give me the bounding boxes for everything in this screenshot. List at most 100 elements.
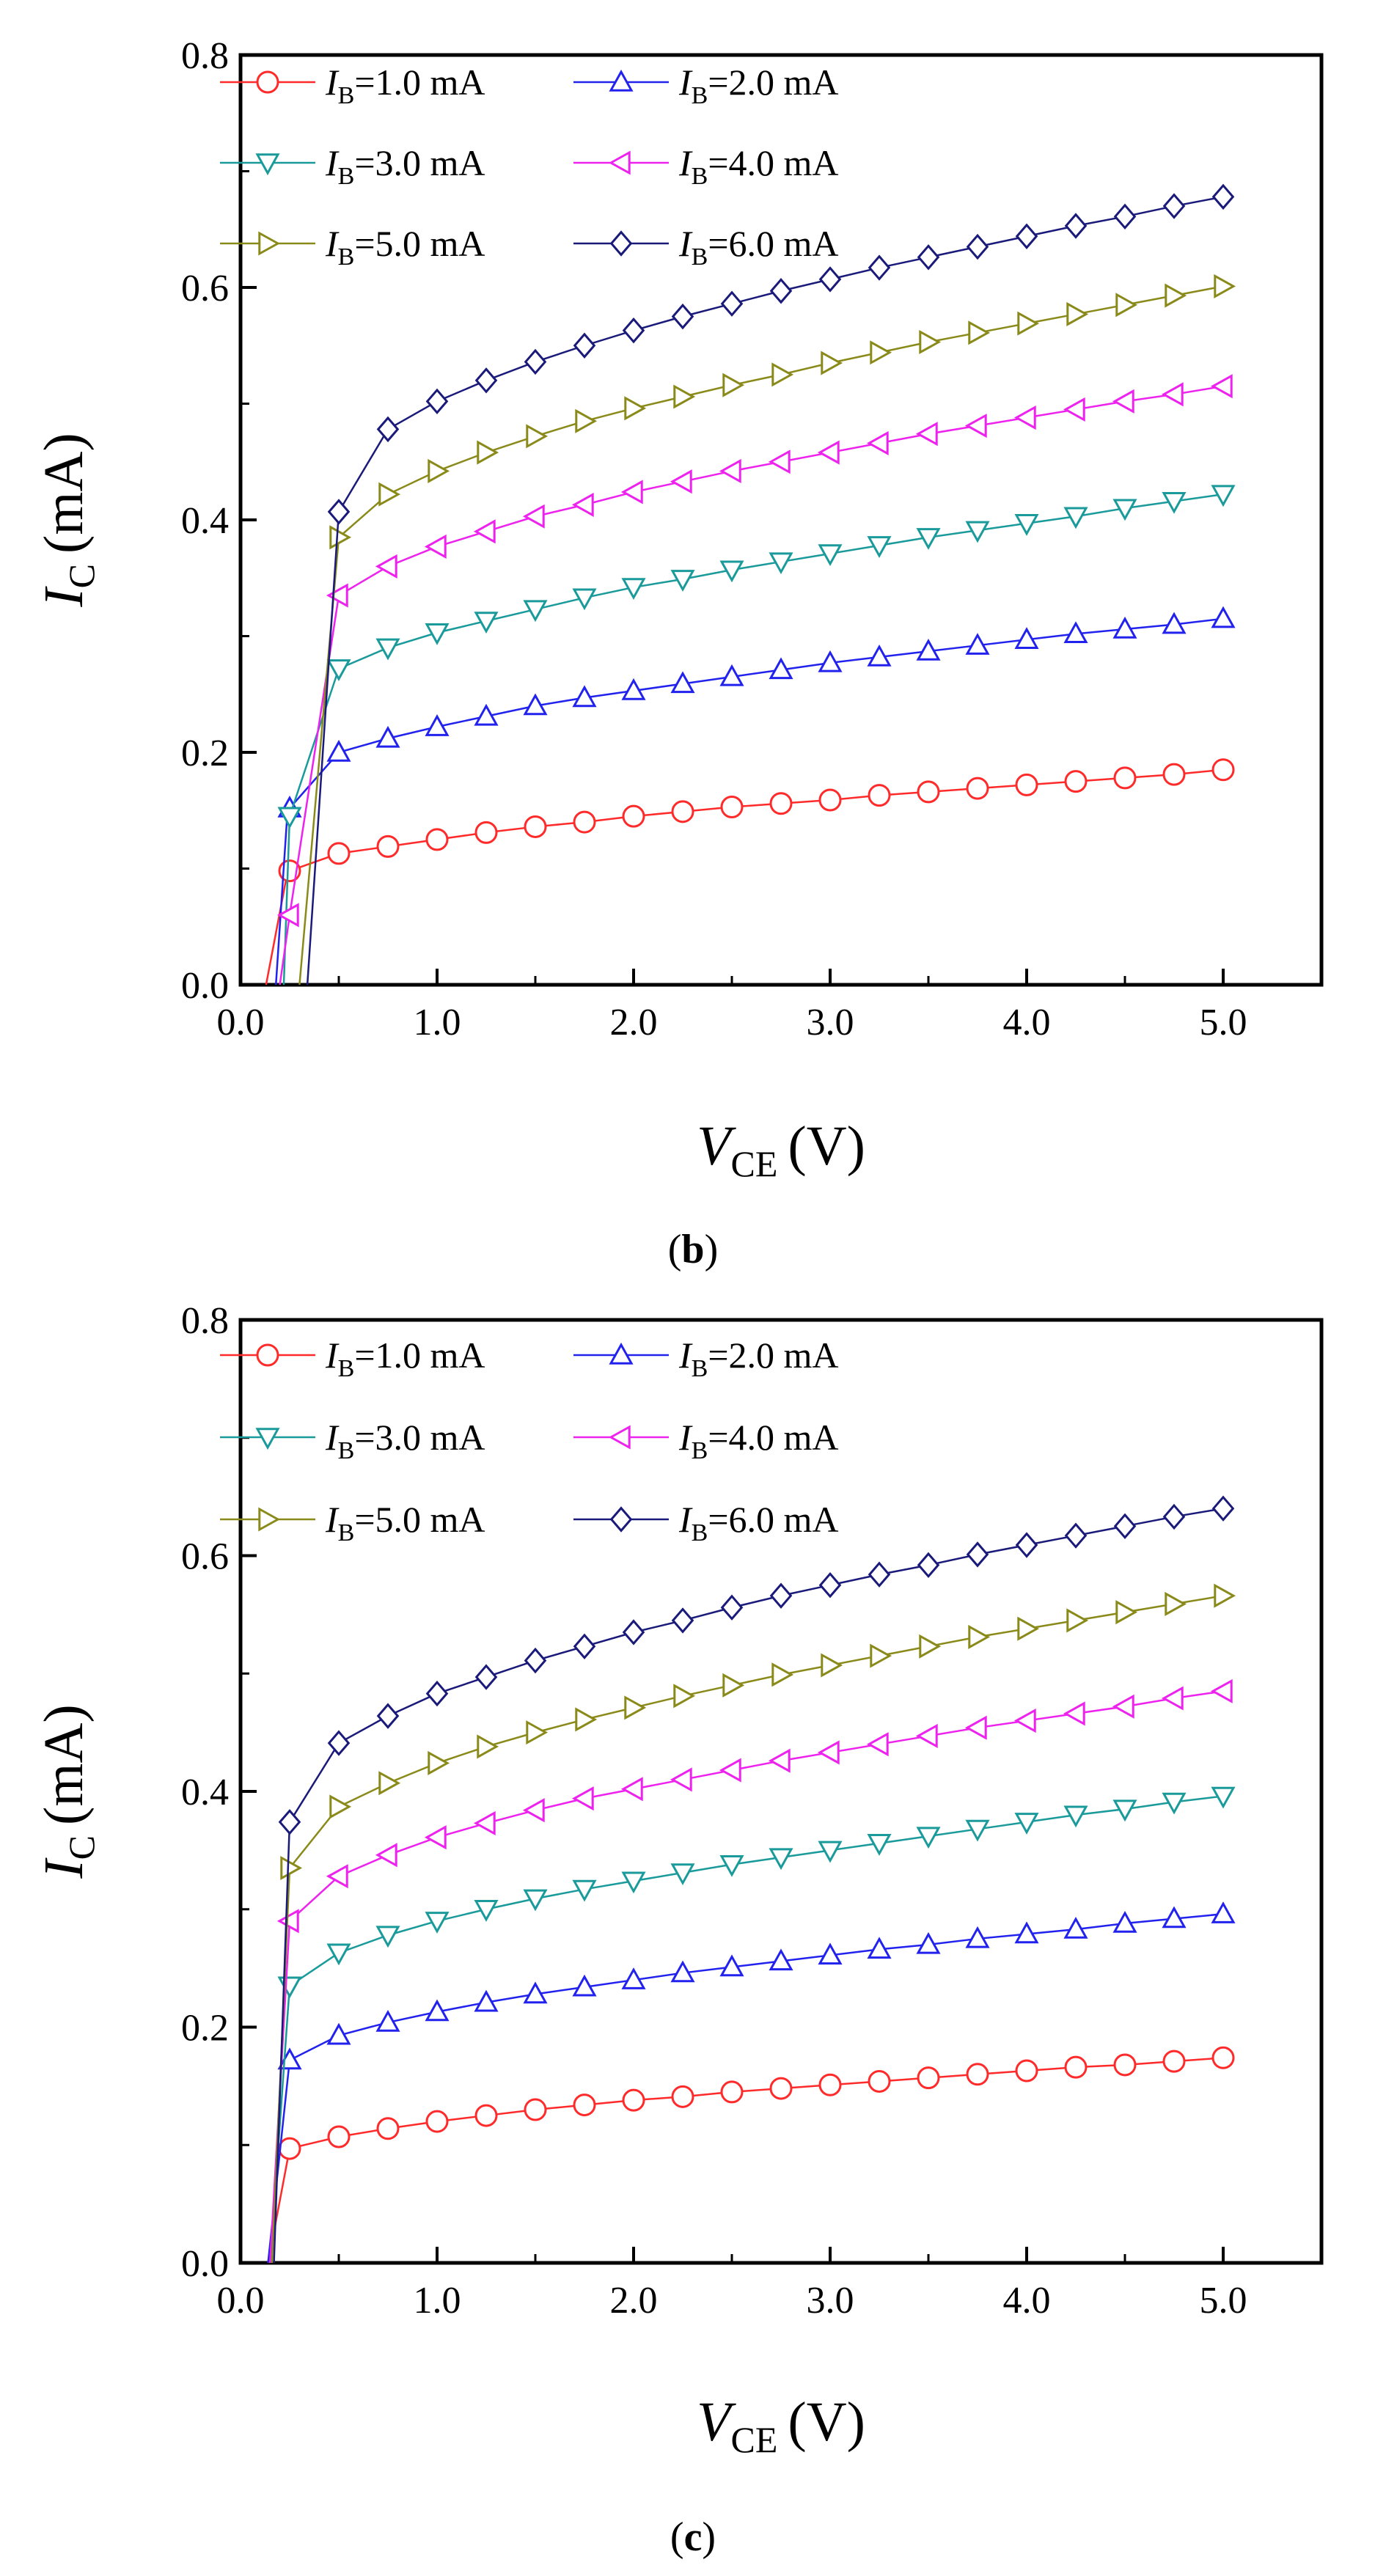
legend-marker	[256, 70, 279, 94]
panel-label: (c)	[670, 2514, 716, 2560]
data-point	[1063, 1701, 1085, 1726]
data-point	[670, 570, 695, 592]
legend-label: IB=1.0 mA	[325, 1335, 485, 1382]
data-point	[523, 1889, 548, 1912]
legend: IB=1.0 mA IB=2.0 mA IB=3.0 mA IB=4.0 mA IB=5…	[220, 1335, 839, 1546]
data-point	[917, 1552, 940, 1579]
data-point	[621, 678, 646, 700]
legend-item-ib4: IB=4.0 mA	[573, 142, 839, 190]
data-point	[425, 388, 449, 415]
data-point	[769, 1848, 793, 1871]
data-point	[376, 834, 400, 858]
data-point	[473, 519, 496, 544]
series-line	[265, 768, 1224, 986]
data-point	[966, 2063, 989, 2086]
data-point	[768, 449, 791, 474]
data-point	[818, 1942, 843, 1965]
data-point	[1015, 2059, 1038, 2083]
data-point	[720, 1594, 744, 1621]
data-point	[818, 2073, 842, 2096]
data-point	[1112, 1694, 1134, 1719]
data-point	[917, 2066, 940, 2090]
series-line	[274, 617, 1224, 986]
data-point	[1063, 1805, 1088, 1828]
y-tick-label: 0.8	[181, 1300, 229, 1342]
data-point	[867, 1834, 892, 1856]
data-point	[571, 492, 594, 517]
legend-item-ib3: IB=3.0 mA	[220, 142, 485, 190]
legend-marker	[609, 1506, 633, 1533]
data-point	[817, 1740, 840, 1765]
data-point	[1214, 1583, 1236, 1608]
data-point	[375, 638, 400, 661]
data-point	[425, 1999, 450, 2022]
data-point	[964, 1715, 987, 1740]
series-layer	[267, 1495, 1236, 2264]
x-tick-label: 5.0	[1200, 2280, 1247, 2322]
data-point	[818, 266, 842, 293]
x-tick-label: 1.0	[414, 1002, 461, 1043]
data-point	[1112, 616, 1137, 639]
data-point	[719, 458, 741, 483]
legend-item-ib6: IB=6.0 mA	[573, 223, 839, 271]
data-point	[1162, 491, 1187, 514]
data-point	[1165, 283, 1187, 308]
data-point	[916, 1931, 941, 1954]
data-point	[327, 2125, 351, 2148]
data-point	[867, 644, 892, 667]
data-point	[1211, 1495, 1235, 1522]
data-point	[572, 588, 597, 611]
legend-item-ib5: IB=5.0 mA	[220, 1499, 485, 1546]
data-point	[378, 1771, 401, 1796]
data-point	[329, 525, 352, 550]
data-point	[1211, 1786, 1236, 1809]
data-point	[278, 1809, 301, 1835]
data-point	[671, 303, 694, 330]
data-point	[1112, 389, 1134, 414]
data-point	[375, 1843, 397, 1868]
series-line	[267, 1912, 1224, 2264]
data-point	[915, 422, 938, 447]
legend-marker	[255, 1428, 280, 1450]
data-point	[624, 1695, 647, 1720]
data-point	[425, 1680, 449, 1707]
legend-marker	[258, 231, 281, 256]
data-point	[916, 639, 941, 661]
data-point	[720, 795, 744, 818]
data-point	[329, 1794, 352, 1819]
series-line	[268, 1690, 1224, 2264]
data-point	[1015, 773, 1038, 796]
data-point	[1064, 2055, 1088, 2079]
data-point	[278, 2137, 301, 2160]
data-point	[571, 1786, 594, 1811]
data-point	[620, 1777, 643, 1802]
data-point	[1115, 1600, 1138, 1625]
data-point	[966, 777, 989, 800]
data-point	[1064, 1522, 1088, 1549]
y-axis-title: IC(mA)	[33, 433, 102, 607]
data-point	[425, 714, 450, 736]
data-point	[575, 408, 598, 433]
data-point	[673, 1684, 696, 1709]
data-point	[1210, 374, 1233, 399]
y-axis-title: IC(mA)	[33, 1704, 102, 1879]
series-line	[267, 2057, 1224, 2264]
data-point	[818, 788, 842, 812]
data-point	[428, 1750, 450, 1775]
data-point	[769, 278, 793, 304]
data-point	[818, 544, 843, 567]
legend-label: IB=6.0 mA	[678, 1499, 839, 1546]
data-point	[326, 1864, 348, 1889]
legend-item-ib6: IB=6.0 mA	[573, 1499, 839, 1546]
data-point	[280, 1855, 303, 1881]
legend-marker	[608, 150, 631, 175]
data-point	[1017, 311, 1040, 336]
data-point	[621, 1967, 646, 1989]
legend-label: IB=4.0 mA	[678, 1417, 839, 1464]
data-point	[474, 1664, 498, 1690]
data-point	[477, 440, 499, 465]
data-point	[722, 1673, 745, 1698]
series-layer	[265, 183, 1236, 986]
data-point	[1017, 1616, 1040, 1641]
data-point	[1162, 193, 1186, 219]
